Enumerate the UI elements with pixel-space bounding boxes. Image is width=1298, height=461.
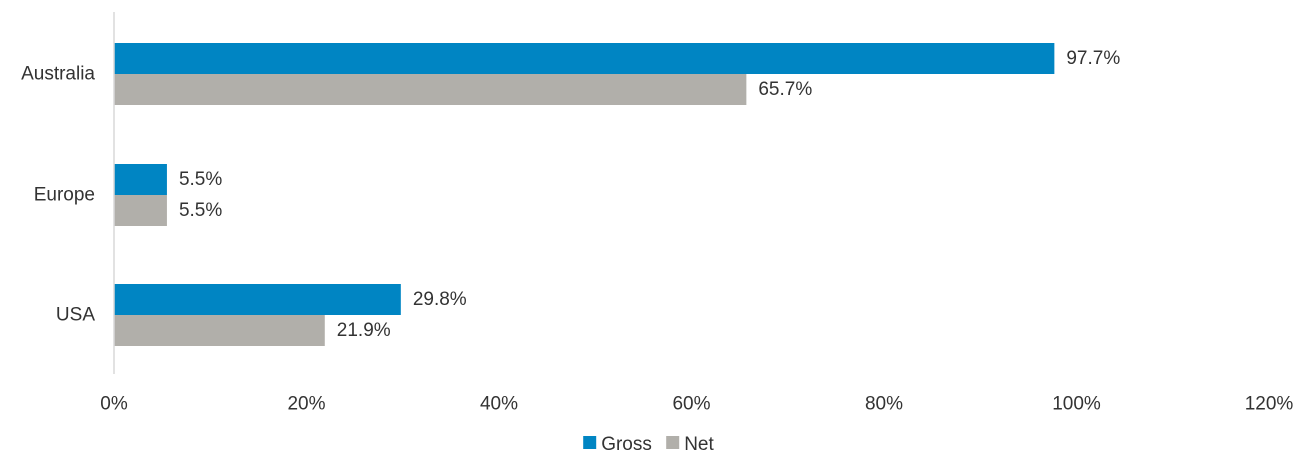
- bar-net-usa: [114, 315, 325, 346]
- legend-label-gross: Gross: [601, 434, 652, 455]
- data-label-net-australia: 65.7%: [758, 79, 812, 100]
- x-tick-label-60-: 60%: [672, 394, 710, 415]
- category-label-usa: USA: [56, 305, 95, 326]
- data-label-net-usa: 21.9%: [337, 320, 391, 341]
- data-label-gross-europe: 5.5%: [179, 169, 222, 190]
- legend-swatch-net: [666, 436, 680, 449]
- legend: Gross Net: [583, 434, 714, 455]
- bars-layer: [114, 43, 1055, 346]
- category-label-europe: Europe: [34, 185, 95, 206]
- x-axis-ticks: 0% 20% 40% 60% 80% 100% 120%: [100, 394, 1293, 415]
- x-tick-label-80-: 80%: [865, 394, 903, 415]
- labels-layer: 97.7% 65.7% 5.5% 5.5% 29.8% 21.9%: [179, 48, 1120, 341]
- x-tick-label-0-: 0%: [100, 394, 128, 415]
- legend-label-net: Net: [684, 434, 714, 455]
- x-tick-label-20-: 20%: [287, 394, 325, 415]
- legend-swatch-gross: [583, 436, 597, 449]
- data-label-gross-australia: 97.7%: [1066, 48, 1120, 69]
- x-tick-label-100-: 100%: [1052, 394, 1101, 415]
- data-label-net-europe: 5.5%: [179, 200, 222, 221]
- x-tick-label-40-: 40%: [480, 394, 518, 415]
- bar-gross-usa: [114, 284, 401, 315]
- bar-gross-australia: [114, 43, 1055, 74]
- x-tick-label-120-: 120%: [1245, 394, 1294, 415]
- category-labels: Australia Europe USA: [21, 64, 95, 326]
- bar-net-australia: [114, 74, 747, 105]
- bar-gross-europe: [114, 164, 167, 195]
- data-label-gross-usa: 29.8%: [413, 289, 467, 310]
- category-label-australia: Australia: [21, 64, 95, 85]
- bar-net-europe: [114, 195, 167, 226]
